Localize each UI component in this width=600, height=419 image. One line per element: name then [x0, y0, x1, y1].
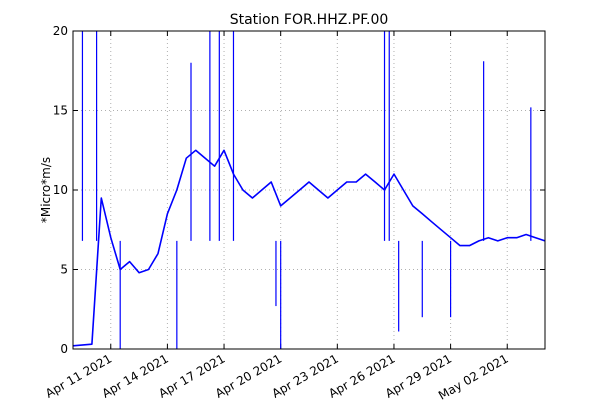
y-tick-label: 0: [60, 342, 68, 356]
grid-lines: [73, 31, 545, 349]
y-tick-label: 10: [53, 183, 68, 197]
plot-frame: [72, 30, 546, 350]
y-axis-label: *Micro*m/s: [39, 157, 53, 223]
y-tick-label: 20: [53, 24, 68, 38]
chart-title: Station FOR.HHZ.PF.00: [230, 12, 389, 28]
y-tick-label: 5: [60, 263, 68, 277]
data-series: [72, 31, 546, 349]
y-tick-label: 15: [53, 104, 68, 118]
series-line: [72, 149, 546, 347]
